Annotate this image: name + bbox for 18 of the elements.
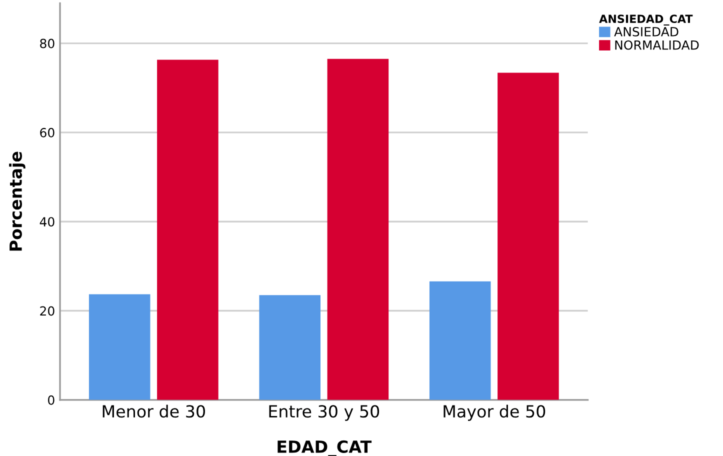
y-tick-label: 60: [40, 128, 54, 138]
bar: [88, 294, 150, 400]
y-tick-label: 0: [48, 395, 54, 405]
legend-label: ANSIEDAD: [614, 26, 678, 36]
bar: [157, 60, 218, 400]
x-tick-label: Entre 30 y 50: [269, 405, 380, 421]
y-tick-label: 20: [40, 306, 54, 316]
legend-label: NORMALIDAD: [615, 40, 699, 50]
x-tick-label: Mayor de 50: [444, 404, 546, 421]
bar: [498, 72, 559, 400]
legend-title: ANSIEDAD_CAT: [599, 14, 693, 26]
y-tick-label: 80: [40, 38, 54, 48]
y-tick-label: 40: [40, 217, 54, 227]
bar: [327, 58, 389, 400]
bar: [429, 281, 491, 400]
x-tick-label: Menor de 30: [102, 404, 205, 418]
bar: [259, 295, 320, 400]
y-axis-title: Porcentaje: [9, 152, 26, 251]
